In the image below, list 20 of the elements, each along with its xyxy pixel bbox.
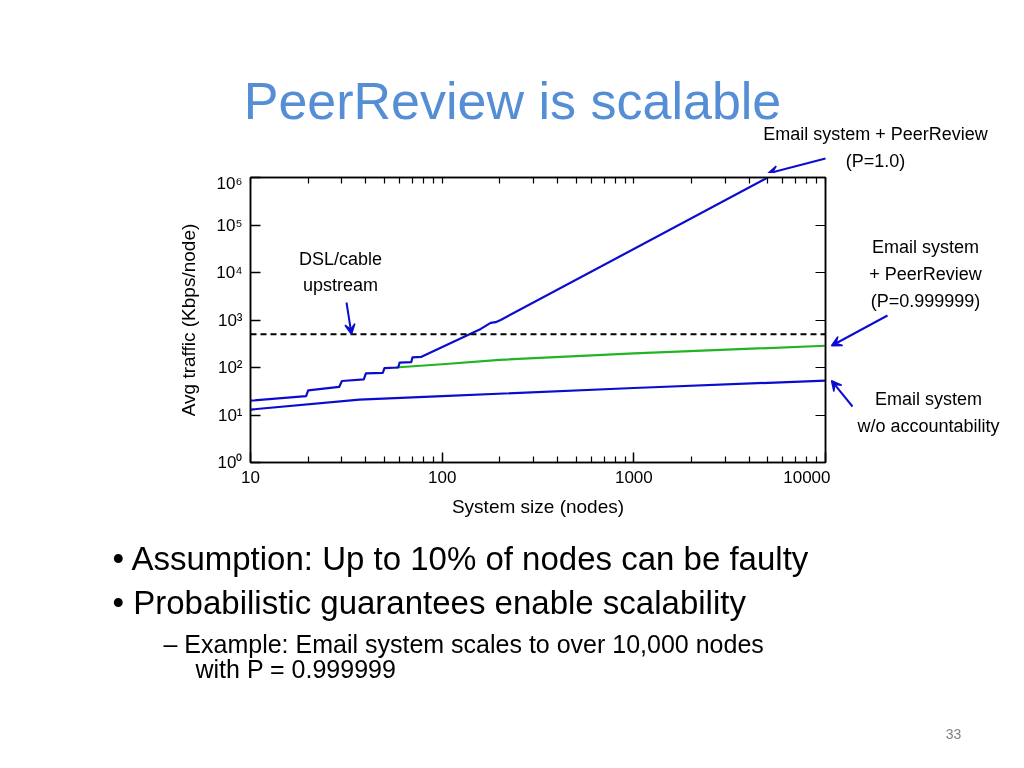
y-tick-label: 10¹ [217,405,243,425]
y-tick-label: 10⁶ [216,173,243,193]
text: Email system + PeerReview (P=0.999999) [869,236,983,311]
text: • Probabilistic guarantees enable scalability [112,584,747,621]
legend-label: Email system w/o accountability [856,388,1000,436]
x-axis-title: System size (nodes) [451,495,625,517]
ref-line-label: DSL/cable upstream [298,248,383,295]
y-tick-label: 10² [217,358,243,377]
y-tick-label: 10⁰ [217,453,243,472]
x-tick-label: 1000 [614,467,653,487]
x-tick-label: 100 [427,467,457,487]
text: 33 [945,725,962,742]
x-tick-label: 10000 [783,467,831,487]
y-tick-label: 10³ [217,310,243,330]
x-tick-label: 10 [241,467,260,487]
text: – Example: Email system scales to over 10,000 nodes with P = 0.999999 [163,629,764,683]
y-tick-label: 10⁵ [216,215,243,235]
text: • Assumption: Up to 10% of nodes can be faulty [112,540,809,577]
y-tick-label: 10⁴ [216,263,243,282]
y-axis-title: Avg traffic (Kbps/node) [178,223,200,417]
